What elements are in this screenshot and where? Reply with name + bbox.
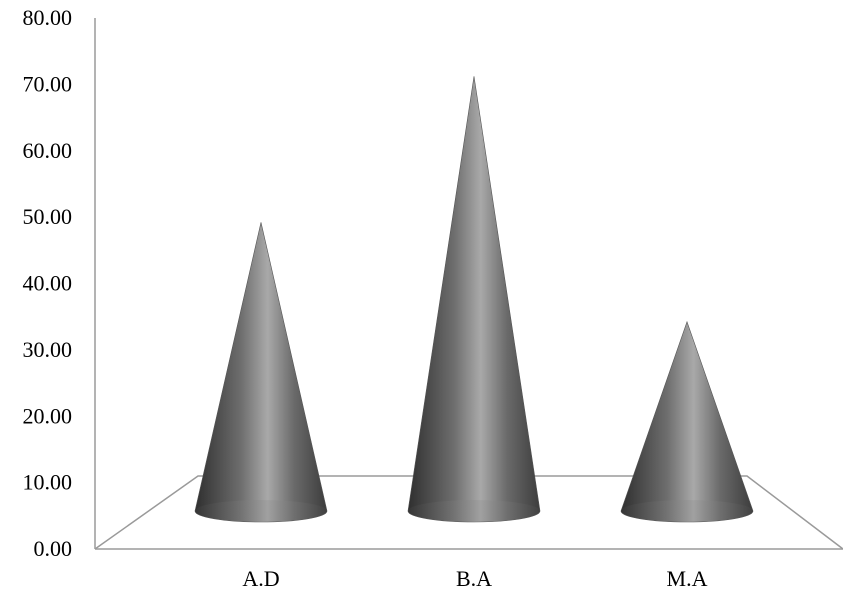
y-tick-label: 30.00 — [23, 337, 73, 362]
y-axis-ticks: 0.00 10.00 20.00 30.00 40.00 50.00 60.00 70.00 8… — [23, 5, 73, 561]
y-tick-label: 50.00 — [23, 204, 73, 229]
y-tick-label: 0.00 — [34, 536, 73, 561]
cone-base — [621, 500, 753, 522]
y-tick-label: 40.00 — [23, 271, 73, 296]
x-category-label: A.D — [242, 566, 279, 591]
chart-axes — [94, 18, 843, 550]
cone-ad — [194, 222, 328, 523]
chart-cones — [194, 76, 754, 523]
x-category-label: B.A — [456, 566, 492, 591]
cone-ba — [407, 76, 541, 523]
y-tick-label: 80.00 — [23, 5, 73, 30]
y-tick-label: 60.00 — [23, 138, 73, 163]
cone-body — [620, 320, 754, 523]
cone-base — [408, 500, 540, 522]
cone-body — [407, 76, 541, 523]
cone-body — [194, 222, 328, 523]
y-tick-label: 70.00 — [23, 71, 73, 96]
cone-base — [195, 500, 327, 522]
y-tick-label: 20.00 — [23, 403, 73, 428]
x-category-label: M.A — [667, 566, 708, 591]
x-axis-labels: A.D B.A M.A — [242, 566, 707, 591]
cone-ma — [620, 320, 754, 523]
y-tick-label: 10.00 — [23, 470, 73, 495]
